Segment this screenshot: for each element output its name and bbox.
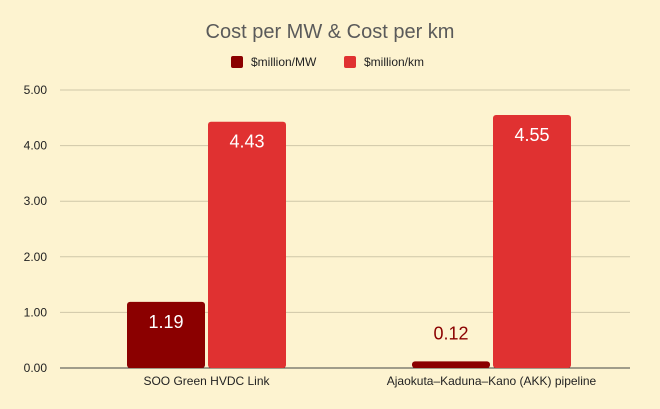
- chart-title: Cost per MW & Cost per km: [206, 21, 455, 43]
- x-category-label: SOO Green HVDC Link: [143, 374, 270, 388]
- data-label: 0.12: [433, 323, 468, 343]
- y-tick-label: 4.00: [24, 139, 48, 153]
- x-axis-categories: SOO Green HVDC Link Ajaokuta–Kaduna–Kano …: [143, 374, 596, 388]
- y-tick-label: 0.00: [24, 361, 48, 375]
- legend: $million/MW $million/km: [231, 55, 424, 69]
- y-tick-label: 5.00: [24, 83, 48, 97]
- y-tick-label: 1.00: [24, 305, 48, 319]
- y-tick-label: 2.00: [24, 250, 48, 264]
- data-label: 1.19: [148, 312, 183, 332]
- y-tick-label: 3.00: [24, 194, 48, 208]
- y-axis-ticks: 0.00 1.00 2.00 3.00 4.00 5.00: [24, 83, 48, 375]
- bar: [412, 361, 490, 368]
- legend-swatch: [344, 56, 356, 68]
- data-label: 4.55: [514, 125, 549, 145]
- legend-label: $million/MW: [251, 55, 317, 69]
- data-label: 4.43: [229, 132, 264, 152]
- x-category-label: Ajaokuta–Kaduna–Kano (AKK) pipeline: [387, 374, 597, 388]
- data-labels: 1.19 4.43 0.12 4.55: [148, 125, 549, 343]
- legend-label: $million/km: [364, 55, 424, 69]
- bar: [208, 121, 286, 368]
- bars: [127, 115, 571, 369]
- bar: [127, 301, 205, 368]
- bar: [493, 115, 571, 369]
- legend-swatch: [231, 56, 243, 68]
